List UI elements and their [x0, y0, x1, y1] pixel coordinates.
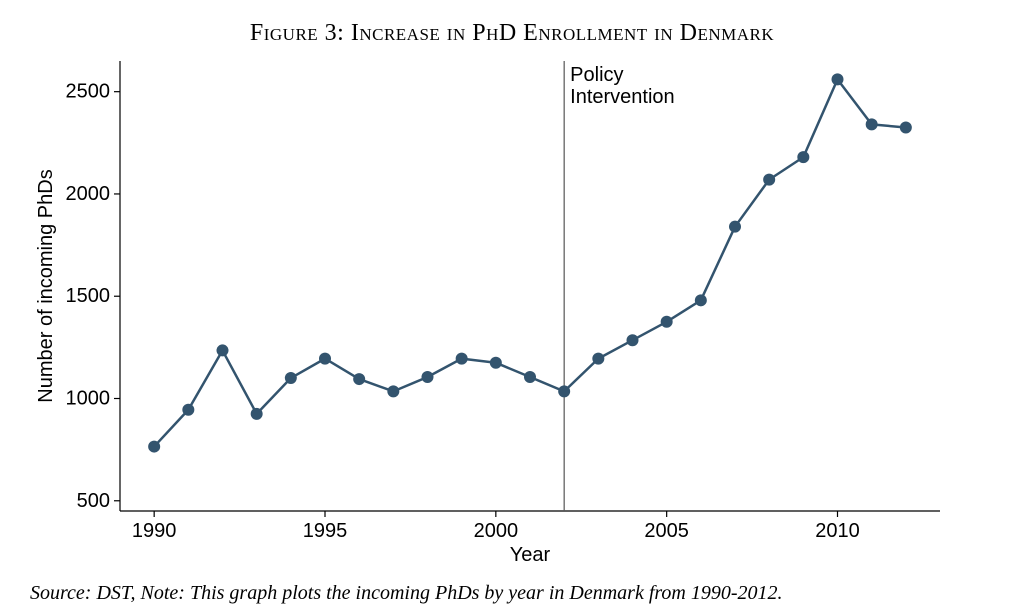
data-point — [558, 385, 570, 397]
figure-container: Figure 3: Increase in PhD Enrollment in … — [20, 20, 1004, 585]
data-point — [490, 357, 502, 369]
chart-area: 500 1000 1500 2000 2500 1990 1995 2000 2005 2010 Y… — [20, 51, 1004, 576]
data-point — [182, 404, 194, 416]
data-point — [592, 353, 604, 365]
x-tick-label: 1990 — [132, 520, 177, 542]
figure-caption: Source: DST, Note: This graph plots the … — [20, 582, 1004, 605]
data-point — [797, 151, 809, 163]
intervention-label-line1: Policy — [570, 64, 623, 86]
data-point — [627, 334, 639, 346]
data-point — [763, 174, 775, 186]
figure-title: Figure 3: Increase in PhD Enrollment in … — [20, 20, 1004, 47]
data-point — [900, 121, 912, 133]
data-point — [695, 294, 707, 306]
chart-svg: 500 1000 1500 2000 2500 1990 1995 2000 2005 2010 Y… — [20, 51, 980, 571]
y-tick-label: 1500 — [66, 285, 111, 307]
x-tick-label: 2005 — [644, 520, 689, 542]
y-tick-label: 500 — [77, 490, 110, 512]
x-axis-label: Year — [510, 544, 551, 566]
y-axis-label: Number of incoming PhDs — [35, 169, 57, 402]
y-tick-label: 2000 — [66, 183, 111, 205]
data-point — [456, 353, 468, 365]
data-point — [524, 371, 536, 383]
data-point — [832, 73, 844, 85]
data-point — [729, 221, 741, 233]
x-tick-label: 2010 — [815, 520, 860, 542]
data-point — [866, 118, 878, 130]
data-point — [319, 353, 331, 365]
data-point — [387, 385, 399, 397]
data-point — [422, 371, 434, 383]
data-point — [217, 344, 229, 356]
data-point — [661, 316, 673, 328]
x-tick-label: 2000 — [474, 520, 519, 542]
y-tick-label: 2500 — [66, 81, 111, 103]
data-point — [285, 372, 297, 384]
data-point — [251, 408, 263, 420]
y-tick-label: 1000 — [66, 388, 111, 410]
intervention-label-line2: Intervention — [570, 86, 675, 108]
data-point — [353, 373, 365, 385]
x-tick-label: 1995 — [303, 520, 348, 542]
data-point — [148, 441, 160, 453]
